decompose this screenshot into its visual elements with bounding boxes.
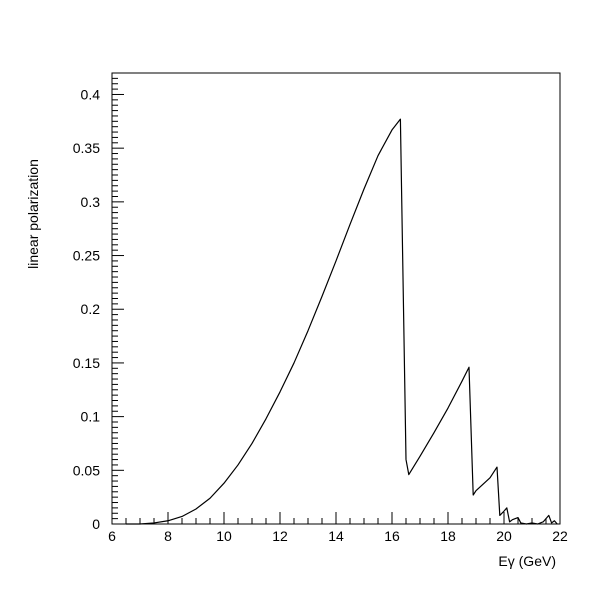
y-tick-label: 0 <box>92 516 100 532</box>
y-tick-label: 0.15 <box>73 355 100 371</box>
x-axis-label: Eγ (GeV) <box>498 553 556 569</box>
x-tick-label: 12 <box>272 528 288 544</box>
x-tick-label: 16 <box>384 528 400 544</box>
y-tick-label: 0.05 <box>73 462 100 478</box>
x-axis-ticks: 6 8 10 12 14 16 18 20 22 <box>108 512 568 544</box>
series-line-0 <box>126 118 558 525</box>
x-tick-label: 10 <box>216 528 232 544</box>
y-tick-label: 0.35 <box>73 140 100 156</box>
x-tick-label: 18 <box>440 528 456 544</box>
y-tick-label: 0.25 <box>73 248 100 264</box>
y-axis-label: linear polarization <box>25 159 41 269</box>
y-axis-ticks: 0 0.05 0.1 0.15 0.2 0.25 0.3 0.35 0.4 <box>73 72 124 532</box>
x-tick-label: 14 <box>328 528 344 544</box>
y-tick-label: 0.3 <box>81 194 101 210</box>
y-tick-label: 0.1 <box>81 409 101 425</box>
x-tick-label: 6 <box>108 528 116 544</box>
x-tick-label: 22 <box>552 528 568 544</box>
x-tick-label: 20 <box>496 528 512 544</box>
y-tick-label: 0.4 <box>81 86 101 102</box>
y-tick-label: 0.2 <box>81 301 101 317</box>
plot-frame <box>111 72 561 525</box>
x-tick-label: 8 <box>164 528 172 544</box>
series-layer <box>126 118 558 525</box>
